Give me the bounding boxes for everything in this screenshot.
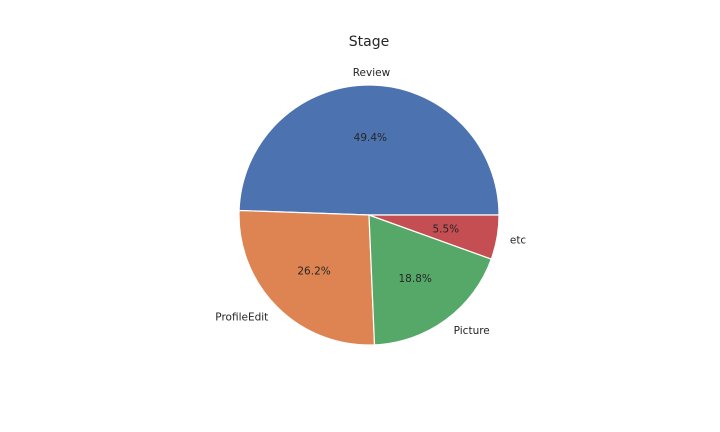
pie-slice-review [238, 84, 500, 216]
slice-label-profileedit: ProfileEdit [215, 312, 268, 324]
chart-title: Stage [349, 34, 389, 50]
pie-slices [238, 84, 500, 346]
pie-labels: 49.4% Review 26.2% ProfileEdit 18.8% Picture 5… [215, 67, 526, 337]
pie-slice-picture [368, 214, 493, 346]
pct-label-picture: 18.8% [399, 273, 432, 285]
pie-slice-profileedit [238, 209, 376, 346]
slice-label-picture: Picture [454, 325, 490, 337]
pie-slice-etc [368, 214, 500, 260]
pct-label-etc: 5.5% [432, 223, 459, 235]
slice-label-etc: etc [510, 235, 527, 247]
pct-label-profileedit: 26.2% [297, 265, 330, 277]
pct-label-review: 49.4% [354, 132, 387, 144]
slice-label-review: Review [353, 67, 391, 79]
